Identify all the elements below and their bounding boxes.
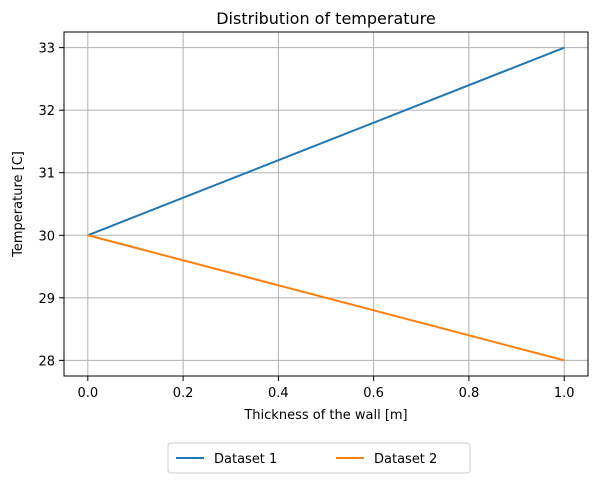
y-tick-label: 32	[38, 104, 55, 119]
y-tick-label: 33	[38, 42, 55, 57]
y-tick-label: 31	[38, 167, 55, 182]
y-axis-label: Temperature [C]	[11, 151, 26, 258]
x-axis-label: Thickness of the wall [m]	[243, 408, 407, 423]
y-tick-label: 28	[38, 354, 55, 369]
grid	[64, 32, 588, 376]
plot-frame	[63, 31, 589, 377]
legend-box	[167, 442, 471, 474]
y-tick-label: 29	[38, 292, 55, 307]
y-tick-label: 30	[38, 229, 55, 244]
y-axis-ticks: 28 29 30 31 32 33	[38, 42, 64, 369]
legend: Dataset 1 Dataset 2	[167, 442, 471, 474]
x-tick-label: 1.0	[554, 386, 575, 401]
x-tick-label: 0.8	[459, 386, 480, 401]
x-tick-label: 0.4	[268, 386, 289, 401]
chart-title: Distribution of temperature	[216, 9, 436, 28]
legend-label-1: Dataset 1	[214, 452, 277, 467]
x-tick-label: 0.0	[77, 386, 98, 401]
x-tick-label: 0.6	[363, 386, 384, 401]
series-line-1	[87, 46, 565, 237]
x-tick-label: 0.2	[173, 386, 194, 401]
series-line-2	[87, 234, 565, 362]
series-lines	[87, 46, 565, 362]
legend-label-2: Dataset 2	[374, 452, 437, 467]
x-axis-ticks: 0.0 0.2 0.4 0.6 0.8 1.0	[77, 376, 575, 401]
